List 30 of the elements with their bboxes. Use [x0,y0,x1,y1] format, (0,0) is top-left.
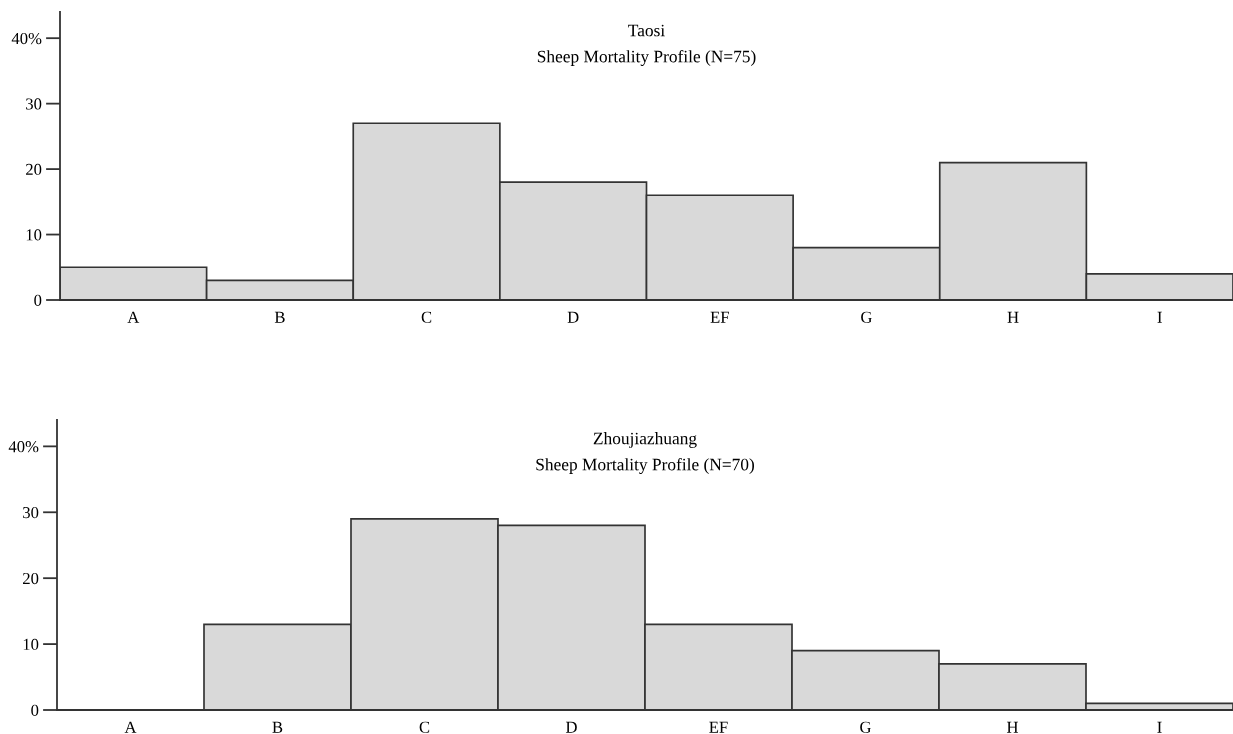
y-tick-label: 40% [11,32,42,45]
y-tick-label: 40% [8,441,39,453]
y-tick-label: 20 [23,572,39,585]
text: Zhoujiazhuang [593,432,697,448]
y-tick-label: 30 [23,506,39,519]
x-tick-label: D [565,721,577,733]
y-tick-label: 0 [31,704,39,716]
x-tick-label: I [1157,721,1162,733]
y-tick-label: 10 [26,229,42,241]
x-tick-label: H [1007,311,1019,323]
x-tick-label: A [127,311,140,323]
x-tick-label: EF [709,721,728,733]
x-tick-label: G [860,721,871,733]
y-tick-label: 10 [23,638,39,651]
x-tick-label: C [419,721,430,733]
x-tick-label: B [274,311,285,323]
x-tick-label: EF [710,311,729,323]
text: Sheep Mortality Profile (N=70) [536,458,754,474]
x-tick-label: A [124,721,137,733]
text: Taosi [628,24,665,37]
x-tick-label: I [1157,311,1162,323]
x-tick-label: G [861,311,872,323]
x-tick-label: H [1006,721,1019,733]
y-tick-label: 20 [26,163,42,176]
x-tick-label: B [272,721,283,733]
text: Sheep Mortality Profile (N=75) [537,50,756,66]
y-tick-label: 0 [34,294,42,306]
x-tick-label: D [567,311,579,323]
x-tick-label: C [421,311,432,323]
y-tick-label: 30 [26,98,42,110]
